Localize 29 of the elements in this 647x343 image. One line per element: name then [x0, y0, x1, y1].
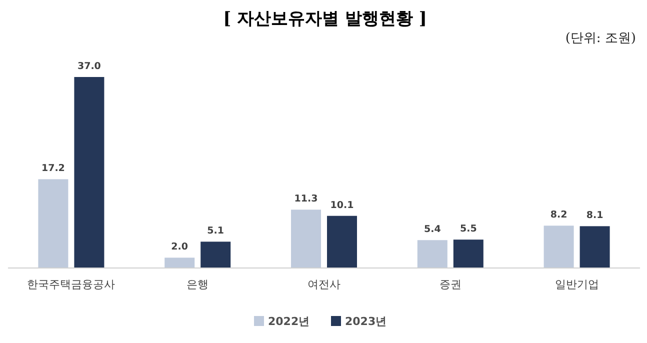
x-tick-label: 일반기업: [554, 278, 599, 291]
x-tick-label: 한국주택금융공사: [27, 278, 116, 291]
bar: [38, 179, 68, 268]
bar: [580, 226, 610, 268]
bar: [200, 242, 231, 268]
x-tick-label: 증권: [439, 278, 462, 291]
data-label: 8.1: [586, 210, 604, 222]
data-label: 37.0: [77, 61, 102, 72]
data-label: 5.4: [424, 224, 442, 236]
title: [ 자산보유자별 발행현황 ]: [223, 9, 427, 29]
bar: [164, 258, 195, 268]
data-label: 5.5: [460, 224, 477, 235]
data-label: 11.3: [294, 194, 318, 205]
legend-label: 2022년: [268, 315, 310, 328]
bar: [74, 77, 104, 268]
data-label: 8.2: [550, 210, 568, 221]
data-label: 17.2: [41, 163, 65, 174]
x-tick-label: 은행: [186, 278, 209, 291]
bar: [544, 226, 574, 268]
bar: [417, 240, 448, 268]
x-tick-label: 여전사: [308, 278, 340, 291]
legend-label: 2023년: [345, 315, 387, 328]
data-label: 10.1: [330, 200, 354, 211]
data-label: 5.1: [207, 226, 224, 237]
data-label: 2.0: [171, 242, 188, 253]
bar: [453, 240, 484, 268]
bar: [291, 210, 321, 268]
text: (단위: 조원): [565, 31, 636, 46]
bar: [327, 216, 357, 268]
